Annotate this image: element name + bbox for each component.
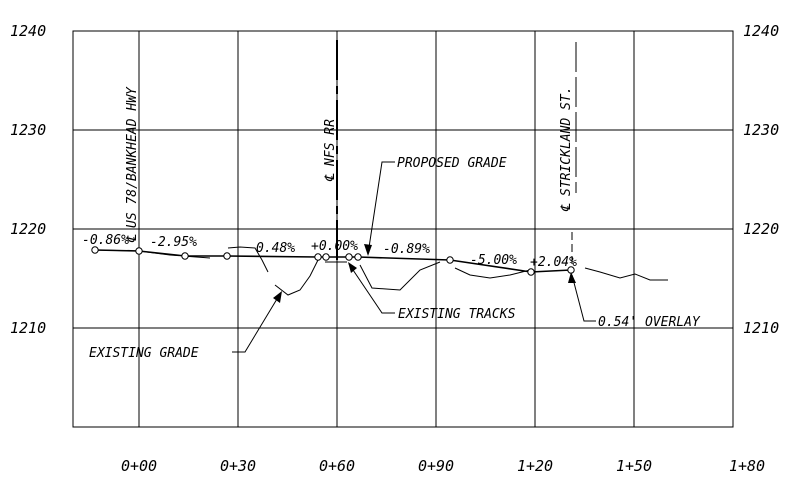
centerline-symbol: ℄ <box>323 173 338 182</box>
elevation-label-1230-left: 1230 <box>10 121 46 139</box>
grade-labels: -0.86% -2.95% 0.48% +0.00% -0.89% -5.00%… <box>82 233 577 270</box>
vpi-marker <box>354 253 362 261</box>
elevation-labels-left: 1240 1230 1220 1210 <box>10 22 46 337</box>
vertical-label-strickland: STRICKLAND ST. <box>559 86 574 196</box>
vpi-marker <box>322 253 330 261</box>
elevation-label-1210-left: 1210 <box>10 319 46 337</box>
existing-grade-profile <box>94 246 668 296</box>
station-label-0+00: 0+00 <box>121 457 157 475</box>
arrowhead <box>273 291 282 303</box>
grade-label: -0.89% <box>383 242 430 257</box>
callout-label-overlay: 0.54' OVERLAY <box>598 315 701 330</box>
vpi-marker <box>345 253 353 261</box>
callout-label-existing-tracks: EXISTING TRACKS <box>398 307 516 322</box>
arrowhead <box>348 262 357 273</box>
vertical-label-bankhead: US 78/BANKHEAD HWY <box>125 86 140 228</box>
arrowhead <box>568 272 576 283</box>
elevation-label-1240-left: 1240 <box>10 22 46 40</box>
grade-label: +2.04% <box>530 255 577 270</box>
vpi-marker <box>91 246 99 254</box>
elevation-label-1230-right: 1230 <box>743 121 779 139</box>
existing-grade-segment <box>359 261 441 291</box>
leader-line <box>571 274 596 322</box>
callout-proposed-grade: PROPOSED GRADE <box>364 156 507 256</box>
elevation-label-1240-right: 1240 <box>743 22 779 40</box>
grade-label: -5.00% <box>470 253 517 268</box>
station-labels: 0+00 0+30 0+60 0+90 1+20 1+50 1+80 <box>121 457 765 475</box>
vpi-markers <box>91 246 575 276</box>
vertical-label-nfs: NFS RR <box>323 119 338 167</box>
station-label-1+50: 1+50 <box>616 457 652 475</box>
callout-overlay: 0.54' OVERLAY <box>568 272 701 330</box>
vpi-marker <box>314 253 322 261</box>
existing-grade-segment <box>227 246 269 273</box>
elevation-label-1220-right: 1220 <box>743 220 779 238</box>
leader-line <box>348 263 395 314</box>
existing-grade-segment <box>274 259 319 296</box>
centerline-bankhead: ℄ US 78/BANKHEAD HWY <box>125 86 140 243</box>
station-label-0+30: 0+30 <box>220 457 256 475</box>
callout-label-proposed-grade: PROPOSED GRADE <box>397 156 507 171</box>
elevation-labels-right: 1240 1230 1220 1210 <box>743 22 779 337</box>
centerline-nfs: ℄ NFS RR <box>323 40 338 262</box>
station-label-1+20: 1+20 <box>517 457 553 475</box>
grid <box>72 30 734 428</box>
existing-grade-segment <box>584 267 668 281</box>
elevation-label-1220-left: 1220 <box>10 220 46 238</box>
arrowhead <box>364 244 372 256</box>
leader-line <box>367 161 395 255</box>
vpi-marker <box>446 256 454 264</box>
station-label-0+90: 0+90 <box>418 457 454 475</box>
vpi-marker <box>135 247 143 255</box>
centerline-strickland: ℄ STRICKLAND ST. <box>559 42 577 265</box>
leader-line <box>232 293 281 353</box>
vpi-marker <box>527 268 535 276</box>
grade-label: +0.00% <box>311 239 358 254</box>
station-label-1+80: 1+80 <box>729 457 765 475</box>
vpi-marker <box>223 252 231 260</box>
centerline-symbol: ℄ <box>125 234 140 243</box>
centerline-symbol: ℄ <box>559 203 574 212</box>
grade-label: -2.95% <box>150 235 197 250</box>
existing-grade-segment <box>454 267 531 279</box>
callout-existing-tracks: EXISTING TRACKS <box>348 262 516 322</box>
grade-label: -0.86% <box>82 233 129 248</box>
callout-existing-grade: EXISTING GRADE <box>89 291 282 361</box>
elevation-label-1210-right: 1210 <box>743 319 779 337</box>
callout-label-existing-grade: EXISTING GRADE <box>89 346 199 361</box>
grade-label: 0.48% <box>256 241 295 256</box>
vpi-marker <box>181 252 189 260</box>
station-label-0+60: 0+60 <box>319 457 355 475</box>
